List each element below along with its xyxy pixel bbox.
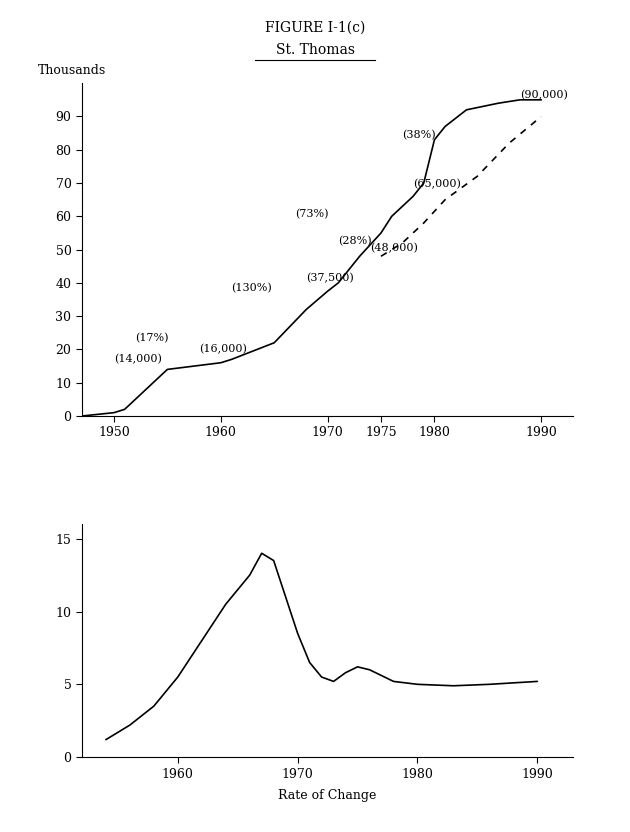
Text: (28%): (28%)	[338, 236, 372, 246]
Text: (14,000): (14,000)	[114, 354, 162, 364]
Text: (48,000): (48,000)	[370, 243, 418, 253]
Text: (73%): (73%)	[295, 210, 329, 220]
Text: (17%): (17%)	[135, 333, 169, 343]
Text: Thousands: Thousands	[38, 63, 106, 77]
X-axis label: Rate of Change: Rate of Change	[278, 789, 377, 802]
Text: (90,000): (90,000)	[520, 90, 568, 100]
Text: (37,500): (37,500)	[306, 273, 354, 283]
Text: St. Thomas: St. Thomas	[275, 43, 355, 57]
Text: (65,000): (65,000)	[413, 180, 461, 190]
Text: (130%): (130%)	[231, 283, 272, 293]
Text: (16,000): (16,000)	[200, 344, 248, 354]
Text: (38%): (38%)	[403, 130, 436, 140]
Text: FIGURE I-1(c): FIGURE I-1(c)	[265, 21, 365, 35]
